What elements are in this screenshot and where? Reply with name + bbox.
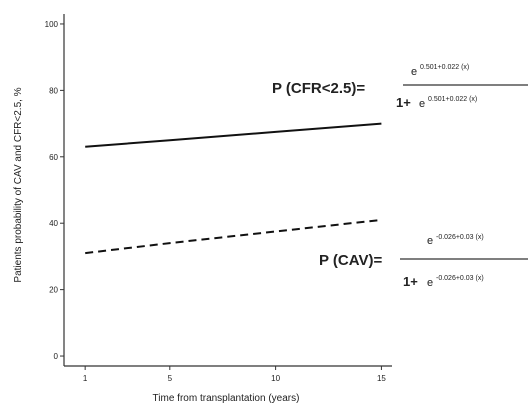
cav-formula-lhs: P (CAV)= [319,252,382,269]
y-tick-label: 80 [49,86,58,95]
series-layer [85,122,382,255]
y-tick-label: 60 [49,153,58,162]
y-tick-label: 40 [49,219,58,228]
cfr-formula: P (CFR<2.5)= e 0.501+0.022 (x) 1+ e 0.50… [272,64,528,110]
cav-series-line [85,218,382,255]
y-tick-label: 20 [49,286,58,295]
cfr-formula-denominator-exponent: 0.501+0.022 (x) [428,96,477,103]
x-tick-label: 10 [271,374,280,383]
cav-formula-denominator-base: e [427,277,433,289]
cav-formula: P (CAV)= e -0.026+0.03 (x) 1+ e -0.026+0… [319,234,528,289]
cav-formula-denominator-prefix: 1+ [403,274,418,289]
x-tick-label: 15 [377,374,386,383]
cfr-formula-lhs: P (CFR<2.5)= [272,80,365,97]
cfr-formula-denominator-base: e [419,98,425,110]
x-axis-title: Time from transplantation (years) [153,393,300,404]
x-tick-label: 5 [168,374,173,383]
y-tick-label: 100 [45,20,59,29]
cfr-formula-numerator-exponent: 0.501+0.022 (x) [420,64,469,71]
cfr-formula-numerator-base: e [411,66,417,78]
x-tick-label: 1 [83,374,88,383]
cav-formula-numerator-exponent: -0.026+0.03 (x) [436,234,484,241]
cav-formula-numerator-base: e [427,235,433,247]
y-tick-label: 0 [54,352,59,361]
y-axis-title: Patients probability of CAV and CFR<2.5,… [13,87,24,282]
cav-formula-denominator-exponent: -0.026+0.03 (x) [436,275,484,282]
cfr-series-line [85,122,382,148]
cfr-formula-denominator-prefix: 1+ [396,95,411,110]
